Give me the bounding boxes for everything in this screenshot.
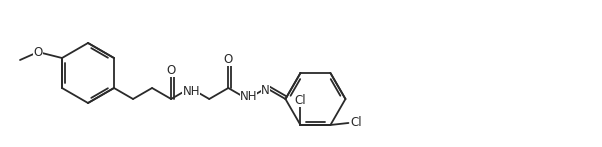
- Text: N: N: [261, 83, 270, 96]
- Text: NH: NH: [240, 90, 257, 102]
- Text: O: O: [33, 46, 43, 59]
- Text: NH: NH: [182, 85, 200, 97]
- Text: Cl: Cl: [350, 116, 362, 130]
- Text: Cl: Cl: [294, 95, 306, 107]
- Text: O: O: [167, 64, 176, 76]
- Text: O: O: [224, 52, 233, 66]
